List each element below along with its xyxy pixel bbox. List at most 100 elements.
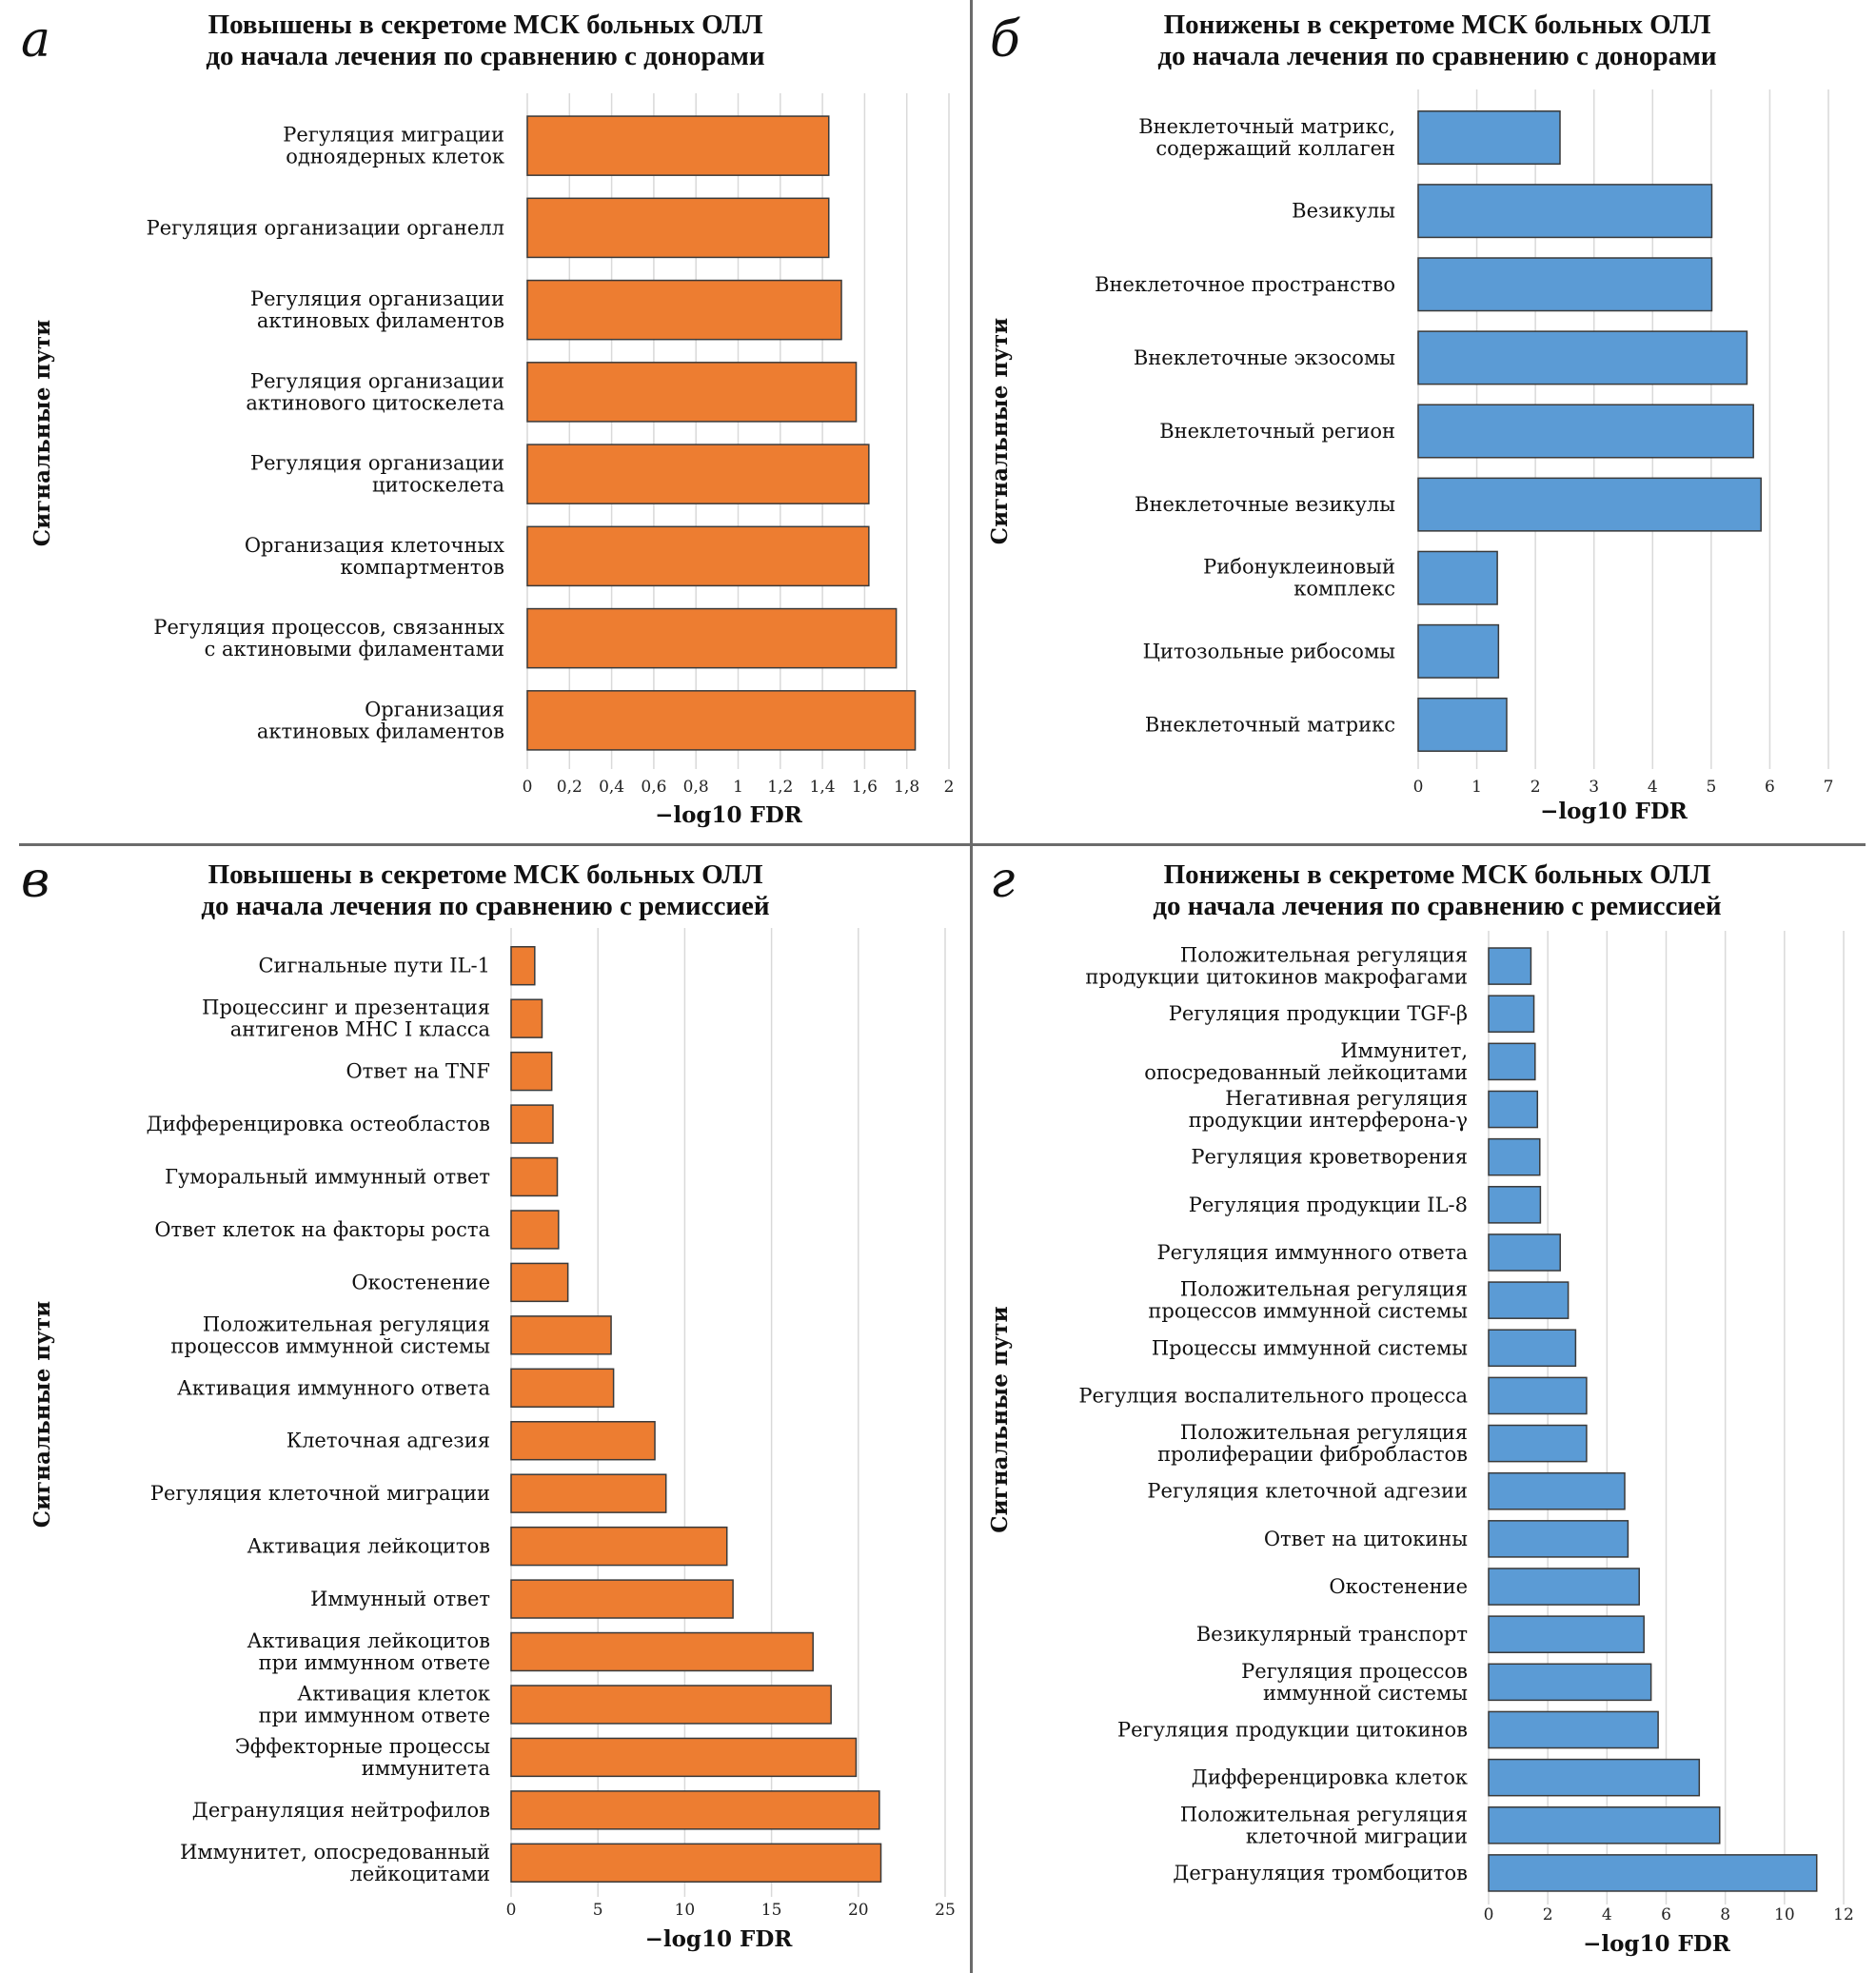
category-label-line: цитоскелета bbox=[372, 474, 504, 497]
bar bbox=[1417, 623, 1500, 679]
bar bbox=[526, 444, 870, 504]
category-label-line: компартментов bbox=[340, 556, 504, 579]
category-label: Активация лейкоцитов bbox=[247, 1535, 490, 1558]
category-label-line: Положительная регуляция bbox=[1180, 1803, 1468, 1825]
x-tick-label: 1,8 bbox=[894, 778, 919, 797]
y-axis-title: Сигнальные пути bbox=[987, 318, 1013, 544]
bar bbox=[510, 1579, 734, 1619]
category-label: Положительная регуляция клеточной миграци… bbox=[1180, 1803, 1468, 1847]
category-label-line: Клеточная адгезия bbox=[286, 1430, 490, 1452]
category-label-line: Регуляция кроветворения bbox=[1191, 1146, 1468, 1169]
category-label: Клеточная адгезия bbox=[286, 1430, 490, 1452]
category-label-line: одноядерных клеток bbox=[286, 146, 504, 168]
x-tick-label: 1,4 bbox=[810, 778, 836, 797]
category-label-line: процессов иммунной системы bbox=[1148, 1300, 1468, 1323]
category-label: Регуляция процессов иммунной системы bbox=[1241, 1660, 1468, 1705]
bar bbox=[510, 946, 536, 986]
category-label-line: Регуляция организации bbox=[250, 287, 504, 310]
category-label-line: актиновых филаментов bbox=[257, 309, 504, 332]
category-label: Дифференцировка клеток bbox=[1192, 1766, 1468, 1789]
x-tick-label: 0 bbox=[523, 778, 533, 797]
chart-title-a-line-2: до начала лечения по сравнению с донорам… bbox=[206, 41, 765, 71]
bar bbox=[510, 1631, 814, 1672]
bar bbox=[1488, 995, 1535, 1034]
category-label: Регулция воспалительного процесса bbox=[1078, 1384, 1468, 1407]
chart-title-a-line-1: Повышены в секретоме МСК больных ОЛЛ bbox=[207, 10, 763, 40]
bar bbox=[1488, 1329, 1577, 1368]
bar bbox=[526, 690, 917, 751]
category-label-line: Окостенение bbox=[351, 1271, 490, 1293]
x-axis-title: −log10 FDR bbox=[645, 1926, 794, 1952]
chart-title-g: Понижены в секретоме МСК больных ОЛЛ до … bbox=[1028, 859, 1846, 922]
category-label-line: актинового цитоскелета bbox=[246, 391, 504, 414]
category-label-line: при иммунном ответе bbox=[259, 1651, 490, 1674]
x-tick-label: 1 bbox=[1471, 778, 1482, 797]
bar bbox=[1488, 1615, 1645, 1653]
bar bbox=[1417, 477, 1762, 532]
x-tick-label: 0 bbox=[506, 1901, 517, 1920]
category-label: Положительная регуляция продукции цитокин… bbox=[1085, 944, 1468, 989]
category-label: Везикулы bbox=[1292, 200, 1395, 223]
bar bbox=[510, 1685, 832, 1725]
bar bbox=[1417, 257, 1713, 312]
category-label-line: Окостенение bbox=[1329, 1575, 1468, 1598]
category-label-line: Цитозольные рибосомы bbox=[1143, 640, 1395, 662]
bar bbox=[1488, 1854, 1818, 1892]
category-label-line: Ответ на цитокины bbox=[1264, 1528, 1468, 1550]
category-label: Регуляция иммунного ответа bbox=[1156, 1241, 1468, 1264]
bar bbox=[1488, 1520, 1629, 1558]
bar bbox=[510, 1051, 553, 1092]
category-label-line: Регуляция процессов, связанных bbox=[153, 616, 504, 639]
x-tick-label: 8 bbox=[1720, 1905, 1730, 1924]
category-label-line: Дифференцировка остеобластов bbox=[147, 1113, 490, 1135]
category-label-line: Регуляция иммунного ответа bbox=[1156, 1241, 1468, 1264]
category-label: Процессы иммунной системы bbox=[1152, 1336, 1468, 1359]
category-label-line: иммунной системы bbox=[1263, 1682, 1468, 1705]
category-label: Рибонуклеиновый комплекс bbox=[1203, 556, 1395, 601]
category-label: Регуляция миграции одноядерных клеток bbox=[283, 124, 504, 168]
bar bbox=[1488, 1137, 1541, 1176]
bar bbox=[526, 279, 842, 341]
category-label: Активация клеток при иммунном ответе bbox=[259, 1682, 490, 1726]
category-label: Регуляция клеточной адгезии bbox=[1147, 1480, 1468, 1503]
category-label-line: Процессинг и презентация bbox=[202, 996, 490, 1019]
category-label-line: Положительная регуляция bbox=[1180, 1278, 1468, 1301]
category-label: Регуляция кроветворения bbox=[1191, 1146, 1468, 1169]
category-label: Регуляция процессов, связанных с актиновы… bbox=[153, 616, 504, 661]
category-label-line: Внеклеточный регион bbox=[1159, 420, 1395, 443]
category-label: Ответ на цитокины bbox=[1264, 1528, 1468, 1550]
x-tick-label: 0,8 bbox=[683, 778, 709, 797]
category-label: Регуляция организации актиновых филаменто… bbox=[250, 287, 504, 332]
category-label-line: Регуляция клеточной миграции bbox=[150, 1482, 490, 1505]
bar bbox=[1488, 1424, 1588, 1463]
category-label-line: Регуляция процессов bbox=[1241, 1660, 1468, 1683]
category-label-line: Регуляция продукции цитокинов bbox=[1117, 1718, 1468, 1741]
category-label: Дегрануляция тромбоцитов bbox=[1173, 1862, 1468, 1884]
category-label: Внеклеточный матрикс, содержащий коллаген bbox=[1138, 115, 1395, 160]
category-label-line: Внеклеточные экзосомы bbox=[1134, 346, 1395, 369]
category-label: Регуляция продукции IL-8 bbox=[1189, 1194, 1468, 1216]
category-label: Положительная регуляция процессов иммунно… bbox=[170, 1312, 490, 1357]
x-tick-label: 6 bbox=[1661, 1905, 1671, 1924]
x-axis-title: −log10 FDR bbox=[1583, 1931, 1731, 1957]
x-tick-label: 0,6 bbox=[641, 778, 666, 797]
category-label: Сигнальные пути IL-1 bbox=[258, 955, 490, 977]
category-label-line: актиновых филаментов bbox=[257, 720, 504, 742]
panel-letter-v: в bbox=[21, 852, 50, 909]
bar bbox=[510, 1210, 560, 1250]
category-label-line: иммунитета bbox=[362, 1757, 490, 1780]
bar bbox=[510, 1262, 569, 1303]
category-label-line: Регуляция продукции IL-8 bbox=[1189, 1194, 1468, 1216]
bar bbox=[1417, 330, 1748, 385]
category-label-line: Иммунитет, bbox=[1340, 1039, 1468, 1062]
category-label-line: Активация иммунного ответа bbox=[177, 1376, 490, 1399]
bar bbox=[526, 115, 830, 176]
category-label-line: Эффекторные процессы bbox=[235, 1735, 490, 1758]
category-label-line: Активация лейкоцитов bbox=[247, 1535, 490, 1558]
category-label-line: Регуляция клеточной адгезии bbox=[1147, 1480, 1468, 1503]
chart-title-a: Повышены в секретоме МСК больных ОЛЛ до … bbox=[95, 10, 876, 72]
x-tick-label: 1,2 bbox=[767, 778, 793, 797]
